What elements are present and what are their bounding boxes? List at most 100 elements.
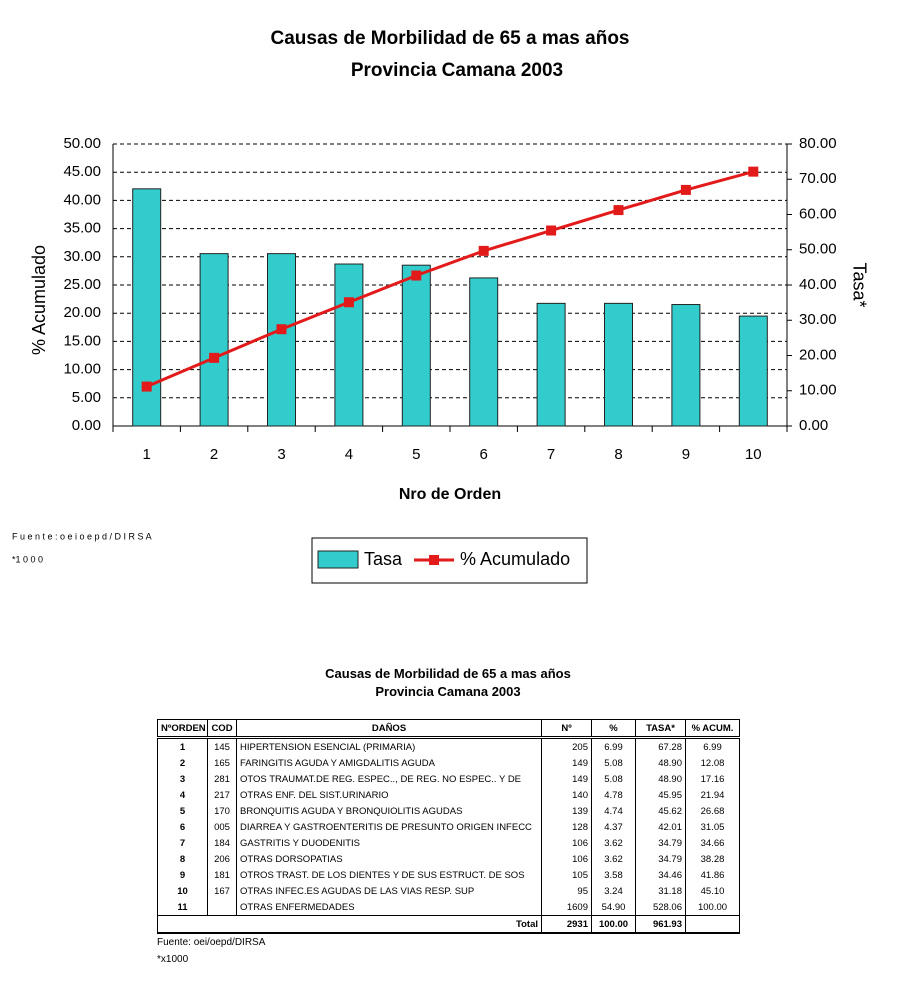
table-cell: 6 <box>157 819 208 835</box>
table-cell: 145 <box>207 737 237 755</box>
y-tick-label: 30.00 <box>63 248 101 265</box>
bar <box>671 304 701 427</box>
marker <box>411 270 422 281</box>
table-cell: 38.28 <box>685 851 740 867</box>
table-cell: 149 <box>541 755 592 771</box>
table-cell: 17.16 <box>685 771 740 787</box>
table-cell: 3 <box>157 771 208 787</box>
table-row: 3 281 OTOS TRAUMAT.DE REG. ESPEC.., DE REG… <box>157 771 740 787</box>
table-cell: 21.94 <box>685 787 740 803</box>
y2-tick-label: 30.00 <box>799 311 837 328</box>
table-cell: OTROS TRAST. DE LOS DIENTES Y DE SUS EST… <box>236 867 542 883</box>
legend-label: Tasa <box>364 549 403 569</box>
x-tick-label: 7 <box>547 446 555 463</box>
table-cell: 11 <box>157 899 208 916</box>
y2-axis-label: Tasa* <box>849 262 869 307</box>
chart-subtitle: Provincia Camana 2003 <box>351 60 563 81</box>
table-cell: 165 <box>207 755 237 771</box>
table-cell: 9 <box>157 867 208 883</box>
table-cell: 34.79 <box>635 835 686 851</box>
y2-tick-label: 50.00 <box>799 241 837 258</box>
header-cell: DAÑOS <box>236 719 542 739</box>
table-cell: 106 <box>541 851 592 867</box>
table-cell: 5.08 <box>591 755 636 771</box>
table-note: *x1000 <box>157 954 189 965</box>
table-cell: 170 <box>207 803 237 819</box>
chart: Causas de Morbilidad de 65 a mas años Pr… <box>12 28 869 584</box>
table-cell: 34.79 <box>635 851 686 867</box>
header-cell: COD <box>207 719 237 739</box>
bar <box>199 253 229 427</box>
table-cell: 3.24 <box>591 883 636 899</box>
header-cell: Nº <box>541 719 592 739</box>
table-cell: 100.00 <box>685 899 740 916</box>
table-note: Fuente: oei/oepd/DIRSA <box>157 937 266 948</box>
table-row: 8 206 OTRAS DORSOPATIAS 106 3.62 34.79 38.28 <box>157 851 740 867</box>
table-cell: 42.01 <box>635 819 686 835</box>
table-cell: 34.46 <box>635 867 686 883</box>
table-cell: 48.90 <box>635 755 686 771</box>
marker <box>209 352 220 363</box>
marker <box>141 381 152 392</box>
table-cell: 5.08 <box>591 771 636 787</box>
marker <box>343 297 354 308</box>
chart-title: Causas de Morbilidad de 65 a mas años <box>270 28 629 49</box>
table-cell: 005 <box>207 819 237 835</box>
table-cell: 3.62 <box>591 835 636 851</box>
table-cell: 45.10 <box>685 883 740 899</box>
x-tick-label: 8 <box>614 446 622 463</box>
marker <box>546 225 557 236</box>
table-cell: 6.99 <box>591 737 636 755</box>
y2-tick-label: 40.00 <box>799 276 837 293</box>
x-tick-label: 2 <box>210 446 218 463</box>
table-cell: 41.86 <box>685 867 740 883</box>
marker <box>276 324 287 335</box>
table-row: 7 184 GASTRITIS Y DUODENITIS 106 3.62 34.79 34… <box>157 835 740 851</box>
table-cell: 12.08 <box>685 755 740 771</box>
table-cell: 149 <box>541 771 592 787</box>
table-cell: HIPERTENSION ESENCIAL (PRIMARIA) <box>236 737 542 755</box>
y-tick-label: 40.00 <box>63 191 101 208</box>
table-cell: 1609 <box>541 899 592 916</box>
y-tick-label: 5.00 <box>72 389 101 406</box>
legend-swatch <box>317 550 359 569</box>
bar <box>334 263 364 427</box>
table-row: 5 170 BRONQUITIS AGUDA Y BRONQUIOLITIS AGU… <box>157 803 740 819</box>
table-cell: 217 <box>207 787 237 803</box>
table-cell: 528.06 <box>635 899 686 916</box>
y2-tick-label: 60.00 <box>799 205 837 222</box>
y2-tick-label: 20.00 <box>799 346 837 363</box>
table-cell: GASTRITIS Y DUODENITIS <box>236 835 542 851</box>
x-tick-label: 5 <box>412 446 420 463</box>
y-tick-label: 35.00 <box>63 220 101 237</box>
table-cell: 139 <box>541 803 592 819</box>
bar <box>469 277 499 427</box>
table-row: 4 217 OTRAS ENF. DEL SIST.URINARIO 140 4.78 4… <box>157 787 740 803</box>
total-label: Total <box>157 915 542 934</box>
table-cell: 95 <box>541 883 592 899</box>
table-cell: 2 <box>157 755 208 771</box>
table-cell: 34.66 <box>685 835 740 851</box>
legend-label: % Acumulado <box>460 549 570 569</box>
marker <box>478 245 489 256</box>
table-cell: 8 <box>157 851 208 867</box>
total-cell: 2931 <box>541 915 592 934</box>
table-cell: 4.74 <box>591 803 636 819</box>
table-cell: 206 <box>207 851 237 867</box>
table-cell: OTRAS ENFERMEDADES <box>236 899 542 916</box>
table-row: 6 005 DIARREA Y GASTROENTERITIS DE PRESUNT… <box>157 819 740 835</box>
table-cell: OTRAS ENF. DEL SIST.URINARIO <box>236 787 542 803</box>
table-cell: 3.58 <box>591 867 636 883</box>
marker <box>680 184 691 195</box>
table-cell: 31.05 <box>685 819 740 835</box>
table-cell: 140 <box>541 787 592 803</box>
table-cell: 181 <box>207 867 237 883</box>
bar <box>401 264 431 427</box>
table: NºORDEN COD DAÑOS Nº% TASA*% ACUM. 1 145 HIPER… <box>157 719 740 934</box>
table-cell: BRONQUITIS AGUDA Y BRONQUIOLITIS AGUDAS <box>236 803 542 819</box>
x-tick-label: 10 <box>745 446 762 463</box>
bar <box>267 253 296 427</box>
total-cell: 961.93 <box>635 915 686 934</box>
y2-tick-label: 0.00 <box>799 417 828 434</box>
